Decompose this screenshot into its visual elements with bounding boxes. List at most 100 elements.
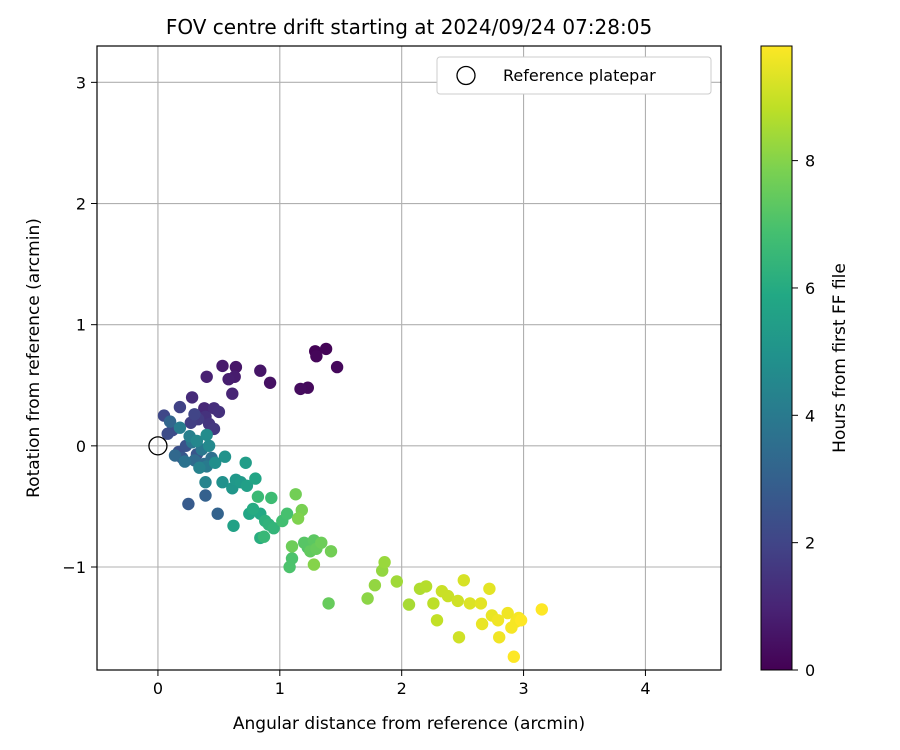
legend-marker-open-circle: [456, 65, 476, 86]
colorbar-label: Hours from first FF file: [830, 263, 850, 453]
data-point: [163, 415, 177, 428]
data-point: [285, 540, 299, 553]
colorbar-tick-label: 8: [805, 152, 815, 171]
data-point: [463, 597, 477, 610]
data-point: [507, 650, 520, 663]
legend-box: [436, 56, 712, 95]
x-tick-label: 2: [397, 679, 407, 698]
data-point: [402, 598, 416, 611]
y-axis-label: Rotation from reference (arcmin): [24, 218, 44, 498]
data-point: [257, 530, 271, 543]
data-point: [263, 376, 277, 389]
data-point: [475, 617, 489, 631]
data-point: [209, 456, 222, 469]
data-point: [491, 614, 505, 627]
data-point: [390, 575, 403, 588]
colorbar-tick-label: 6: [805, 279, 815, 298]
data-point: [501, 606, 514, 620]
data-point: [251, 490, 265, 503]
data-point: [211, 507, 224, 520]
data-point: [200, 370, 213, 383]
data-point: [457, 574, 470, 587]
x-tick-label: 4: [640, 679, 650, 698]
x-tick-label: 1: [275, 679, 285, 698]
data-point: [216, 359, 229, 373]
colorbar-tick-label: 0: [805, 661, 815, 680]
data-point: [493, 631, 506, 644]
y-tick-label: −1: [62, 558, 86, 577]
data-point: [168, 449, 182, 462]
data-point: [330, 360, 344, 374]
data-point: [294, 382, 307, 396]
data-point: [226, 387, 239, 400]
data-point: [427, 597, 440, 610]
data-point: [451, 594, 464, 608]
data-point: [222, 373, 235, 386]
data-point: [322, 597, 335, 610]
x-tick-label: 0: [153, 679, 163, 698]
chart-title: FOV centre drift starting at 2024/09/24 …: [166, 15, 652, 39]
data-point: [267, 522, 280, 535]
data-point: [193, 461, 206, 474]
data-point: [319, 342, 333, 356]
data-point: [291, 512, 305, 525]
colorbar-tick-label: 4: [805, 406, 815, 425]
data-point: [199, 489, 212, 502]
y-tick-label: 2: [76, 195, 86, 214]
y-tick-label: 1: [76, 316, 86, 335]
data-point: [173, 400, 187, 414]
data-point: [254, 364, 267, 377]
data-point: [307, 558, 321, 571]
data-point: [483, 582, 496, 595]
data-point: [265, 491, 278, 505]
data-point: [227, 519, 240, 532]
x-axis-label: Angular distance from reference (arcmin): [233, 714, 585, 734]
colorbar-ticks: 0 2 4 6 8: [792, 152, 815, 680]
data-point: [324, 545, 338, 558]
data-point: [441, 589, 455, 603]
x-axis: 0 1 2 3 4: [153, 670, 651, 698]
data-point: [280, 507, 294, 520]
y-tick-label: 3: [76, 73, 86, 92]
data-point: [239, 456, 252, 469]
data-point: [378, 556, 391, 569]
data-point: [173, 421, 187, 434]
plot-frame: [96, 45, 722, 671]
data-point: [202, 439, 216, 452]
data-point: [216, 476, 229, 489]
data-point: [361, 592, 374, 605]
data-point: [310, 350, 323, 363]
data-point: [199, 476, 212, 489]
data-point: [188, 408, 201, 421]
colorbar-gradient: [760, 45, 793, 671]
data-point: [452, 631, 466, 644]
data-point: [283, 560, 296, 574]
reference-marker-layer: [148, 436, 168, 456]
data-point: [229, 360, 243, 374]
data-point: [200, 428, 213, 442]
x-tick-label: 3: [518, 679, 528, 698]
data-point: [218, 450, 232, 463]
data-point: [430, 614, 444, 627]
colorbar: 0 2 4 6 8 Hours from first FF file: [760, 45, 850, 680]
data-point: [161, 427, 174, 440]
data-point: [246, 502, 260, 516]
y-tick-label: 0: [76, 437, 86, 456]
data-point: [535, 603, 548, 616]
scatter-points: [157, 342, 548, 663]
gridlines: [97, 46, 721, 670]
data-point: [249, 472, 262, 485]
data-point: [240, 479, 254, 492]
legend-entry-reference-platepar: Reference platepar: [503, 66, 656, 85]
data-point: [190, 434, 204, 448]
colorbar-tick-label: 2: [805, 534, 815, 553]
data-point: [212, 405, 226, 419]
data-point: [474, 597, 488, 610]
data-point: [315, 536, 328, 549]
data-point: [182, 497, 195, 511]
data-point: [289, 488, 302, 501]
data-point: [419, 580, 433, 593]
data-point: [514, 614, 528, 627]
legend: Reference platepar: [436, 56, 712, 95]
reference-platepar-marker: [148, 436, 168, 456]
